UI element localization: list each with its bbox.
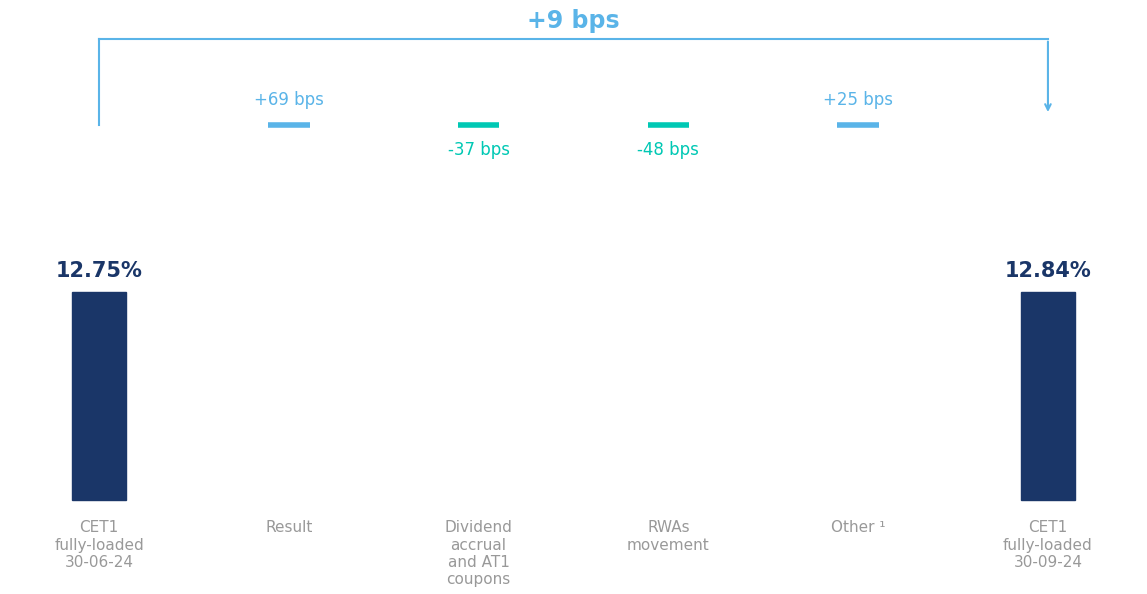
Text: +25 bps: +25 bps (824, 91, 894, 109)
Text: Result: Result (265, 520, 312, 535)
Text: -37 bps: -37 bps (447, 141, 509, 159)
Text: -48 bps: -48 bps (638, 141, 700, 159)
Text: Dividend
accrual
and AT1
coupons: Dividend accrual and AT1 coupons (445, 520, 513, 587)
Bar (1021, 292, 1075, 500)
Text: Other ¹: Other ¹ (830, 520, 885, 535)
Text: +69 bps: +69 bps (253, 91, 323, 109)
Bar (72, 292, 126, 500)
Text: CET1
fully-loaded
30-09-24: CET1 fully-loaded 30-09-24 (1004, 520, 1093, 570)
Text: +9 bps: +9 bps (528, 9, 619, 33)
Text: RWAs
movement: RWAs movement (627, 520, 710, 552)
Text: CET1
fully-loaded
30-06-24: CET1 fully-loaded 30-06-24 (54, 520, 143, 570)
Text: 12.84%: 12.84% (1005, 261, 1091, 281)
Text: 12.75%: 12.75% (55, 261, 142, 281)
